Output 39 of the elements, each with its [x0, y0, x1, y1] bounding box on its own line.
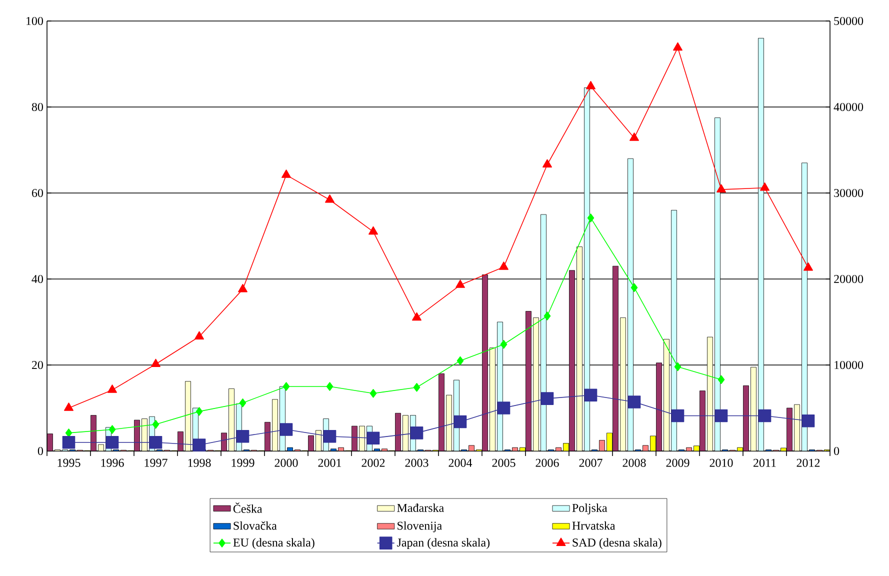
y2-tick-label: 20000: [834, 274, 864, 284]
legend-label: EU (desna skala): [233, 538, 314, 550]
y-tick-label: 100: [26, 16, 44, 26]
legend-label: Mađarska: [397, 503, 444, 512]
x-tick-label: 2010: [710, 458, 733, 467]
y-tick-label: 80: [32, 102, 44, 112]
legend-label: Hrvatska: [572, 521, 616, 530]
x-tick-label: 2009: [666, 458, 690, 467]
legend-label: Slovenija: [398, 521, 442, 532]
legend-label: Slovačka: [234, 521, 277, 530]
x-tick-label: 2007: [579, 458, 602, 467]
x-tick-label: 1997: [144, 458, 168, 467]
y-tick-label: 60: [32, 188, 44, 198]
x-tick-label: 2008: [622, 458, 646, 467]
y2-tick-label: 30000: [834, 188, 864, 198]
legend-label: Japan (desna skala): [397, 538, 490, 550]
x-tick-label: 2006: [536, 458, 559, 467]
y-tick-label: 0: [38, 446, 44, 456]
x-tick-label: 1995: [58, 458, 80, 467]
x-tick-label: 1998: [188, 458, 211, 467]
x-tick-label: 2004: [448, 458, 472, 467]
x-tick-label: 1996: [101, 458, 124, 467]
y2-tick-label: 0: [834, 446, 840, 456]
y-tick-label: 40: [32, 274, 44, 284]
x-tick-label: 1999: [232, 458, 254, 467]
legend-label: Poljska: [572, 503, 608, 514]
x-tick-label: 2000: [274, 458, 298, 467]
x-tick-label: 2011: [754, 458, 776, 467]
x-tick-label: 2003: [405, 458, 428, 467]
x-tick-label: 2001: [318, 458, 342, 467]
x-tick-label: 2005: [492, 458, 516, 467]
y2-tick-label: 10000: [834, 360, 864, 370]
y-tick-label: 20: [32, 360, 44, 370]
y2-tick-label: 40000: [834, 102, 864, 112]
legend-label: SAD (desna skala): [572, 538, 662, 550]
x-tick-label: 2012: [796, 458, 820, 467]
x-tick-label: 2002: [362, 458, 385, 467]
y2-tick-label: 50000: [834, 16, 864, 26]
legend-label: Češka: [233, 502, 262, 513]
